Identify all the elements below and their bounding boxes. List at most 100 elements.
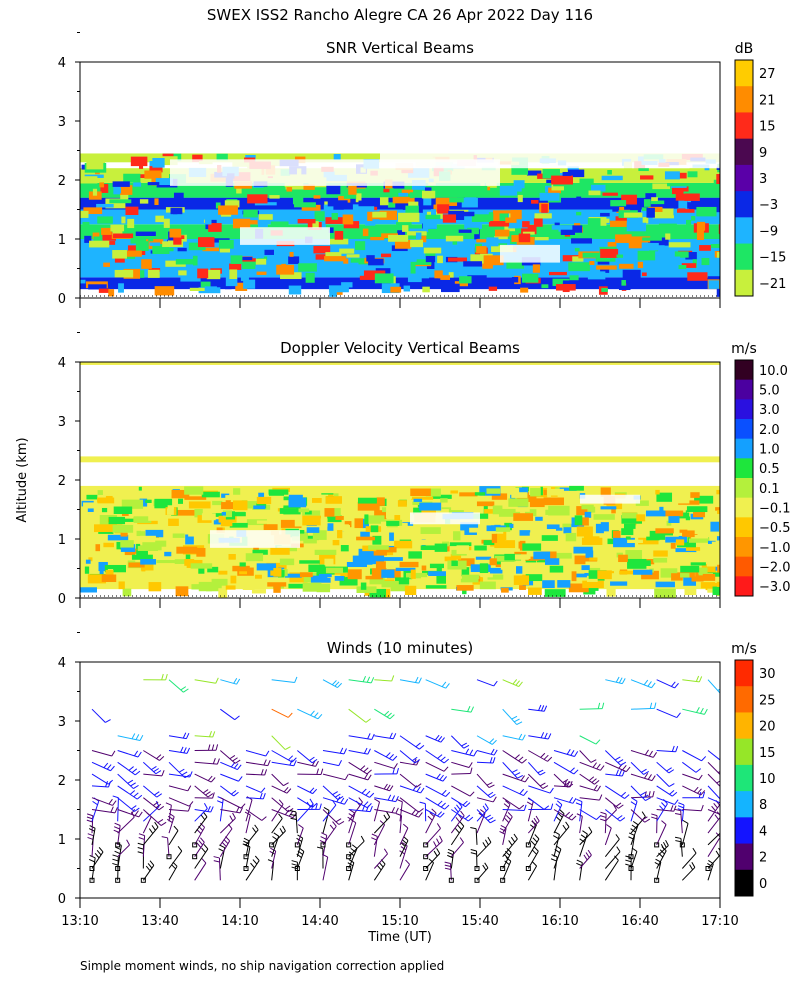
band-0-4	[80, 197, 720, 210]
heatmap-cell	[328, 227, 334, 233]
wind-barb	[322, 804, 337, 822]
calm-marker	[115, 866, 121, 871]
heatmap-cell	[578, 517, 589, 526]
heatmap-cell	[524, 509, 537, 517]
heatmap-cell	[546, 524, 560, 530]
heatmap-cell	[508, 219, 528, 229]
wind-barb	[681, 867, 696, 881]
wind-barb-flag	[234, 715, 240, 721]
heatmap-cell	[398, 192, 409, 197]
heatmap-cell	[416, 207, 423, 213]
heatmap-cell	[133, 516, 138, 523]
wind-barb	[220, 797, 242, 809]
heatmap-cell	[163, 218, 170, 228]
heatmap-cell	[402, 225, 409, 232]
wind-barb-flag	[366, 676, 371, 683]
wind-barb-flag	[563, 780, 567, 787]
wind-barb-flag	[692, 847, 697, 854]
wind-barb-flag	[185, 733, 190, 739]
heatmap-cell	[102, 270, 120, 277]
colorbar-label: −0.1	[759, 502, 791, 517]
heatmap-cell	[360, 531, 370, 538]
heatmap-cell	[216, 153, 228, 161]
heatmap-cell	[584, 511, 592, 518]
wind-barb-flag	[199, 822, 205, 828]
wind-barb-flag	[556, 800, 563, 806]
wind-barb-flag	[469, 749, 474, 756]
heatmap-cell	[306, 527, 320, 533]
heatmap-cell	[303, 538, 317, 544]
wind-barb-flag	[618, 804, 624, 809]
heatmap-cell	[621, 194, 637, 205]
colorbar-label: 3	[759, 172, 767, 187]
heatmap-cell	[232, 500, 248, 511]
heatmap-cell	[338, 196, 351, 203]
heatmap-cell	[474, 492, 486, 496]
heatmap-cell	[172, 533, 185, 538]
heatmap-cell	[667, 182, 689, 187]
y-tick-label: 4	[58, 56, 66, 71]
heatmap-cell	[543, 489, 551, 496]
wind-barb-flag	[434, 734, 440, 741]
heatmap-cell	[534, 213, 552, 219]
wind-barb-flag	[371, 837, 378, 841]
heatmap-cell	[155, 178, 173, 186]
heatmap-cell	[696, 221, 706, 231]
wind-barb-flag	[718, 847, 720, 852]
heatmap-cell	[88, 557, 93, 562]
heatmap-cell	[154, 198, 159, 206]
heatmap-cell	[105, 153, 123, 161]
wind-barb-flag	[405, 859, 410, 865]
y-tick-label: 3	[58, 415, 66, 430]
wind-barb-flag	[464, 814, 471, 820]
wind-barb-flag	[138, 837, 145, 840]
heatmap-cell	[285, 184, 307, 190]
winds-panel-title: Winds (10 minutes)	[327, 639, 474, 657]
heatmap-cell	[691, 576, 704, 582]
y-tick-label: 4	[58, 656, 66, 671]
wind-barb	[219, 828, 233, 846]
wind-barb-flag	[654, 862, 661, 866]
wind-barb-flag	[621, 678, 626, 684]
heatmap-cell	[104, 564, 126, 573]
wind-barb	[605, 785, 625, 799]
wind-barb-flag	[441, 681, 447, 687]
wind-barb-flag	[549, 787, 554, 794]
band-1-2	[80, 362, 720, 365]
wind-barb	[399, 809, 419, 818]
heatmap-cell	[178, 498, 184, 504]
wind-barb-flag	[700, 804, 704, 811]
wind-barb-flag	[465, 802, 471, 808]
heatmap-cell	[105, 495, 113, 503]
colorbar-swatch	[735, 686, 753, 713]
heatmap-cell	[213, 519, 222, 525]
heatmap-cell	[671, 573, 683, 581]
wind-barb-flag	[389, 732, 393, 739]
heatmap-cell	[352, 555, 373, 565]
wind-barb	[348, 761, 368, 775]
heatmap-cell	[511, 277, 519, 283]
wind-barb	[297, 708, 319, 720]
heatmap-cell	[355, 193, 362, 203]
wind-barb-flag	[187, 805, 191, 812]
wind-barb-flag	[700, 707, 704, 714]
heatmap-cell	[674, 497, 690, 504]
heatmap-cell	[270, 221, 289, 231]
wind-barb-flag	[521, 758, 527, 764]
wind-barb-flag	[151, 825, 156, 831]
wind-barb-flag	[596, 785, 601, 792]
wind-barb-flag	[647, 681, 652, 687]
wind-barb-flag	[590, 759, 597, 763]
wind-barb-flag	[332, 791, 338, 796]
x-tick-label: 17:10	[701, 914, 738, 929]
heatmap-cell	[562, 171, 571, 176]
heatmap-cell	[664, 199, 679, 209]
heatmap-cell	[646, 207, 655, 218]
heatmap-cell	[83, 207, 103, 215]
heatmap-cell	[600, 552, 609, 556]
wind-barb-flag	[624, 794, 630, 799]
wind-barb-flag	[344, 798, 349, 805]
heatmap-cell	[390, 286, 402, 293]
heatmap-cell	[459, 276, 472, 284]
wind-barb-flag	[695, 675, 700, 682]
